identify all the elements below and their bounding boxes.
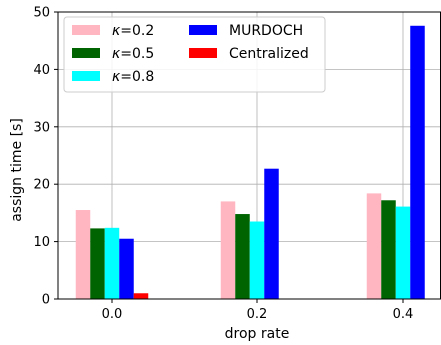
legend-label: Centralized <box>229 46 309 62</box>
x-tick-label: 0.4 <box>393 307 414 322</box>
legend-label-value: =0.2 <box>120 23 154 39</box>
bar-murdoch-2 <box>410 25 425 299</box>
legend-label: κ=0.5 <box>112 46 154 62</box>
y-tick-label: 10 <box>33 235 50 250</box>
bar-group <box>75 25 425 299</box>
legend-label-symbol: κ <box>112 69 121 85</box>
legend-swatch <box>189 25 217 35</box>
legend-label-value: =0.8 <box>120 69 154 85</box>
legend-label: κ=0.8 <box>112 69 154 85</box>
legend-label-symbol: κ <box>112 23 121 39</box>
bar--0-5-0 <box>90 228 105 299</box>
x-tick-label: 0.2 <box>247 307 268 322</box>
y-tick-label: 20 <box>33 178 50 193</box>
legend-swatch <box>72 48 100 58</box>
bar-murdoch-0 <box>119 238 134 299</box>
bar--0-8-2 <box>395 206 411 299</box>
y-tick-label: 0 <box>42 293 50 308</box>
legend-swatch <box>72 25 100 35</box>
legend-label-value: =0.5 <box>120 46 154 62</box>
tick-labels: 0 10 20 30 40 50 0.0 0.2 0.4 <box>33 6 413 323</box>
bar-murdoch-1 <box>264 168 279 299</box>
legend-swatch <box>72 71 100 81</box>
legend-label-value: Centralized <box>229 46 309 62</box>
legend-label: MURDOCH <box>229 23 303 39</box>
legend-label-value: MURDOCH <box>229 23 303 39</box>
bar--0-2-1 <box>220 201 236 299</box>
legend-label: κ=0.2 <box>112 23 154 39</box>
x-tick-label: 0.0 <box>102 307 123 322</box>
bar-centralized-0 <box>133 293 149 299</box>
bar--0-5-2 <box>381 200 396 299</box>
legend-label-symbol: κ <box>112 46 121 62</box>
y-tick-label: 40 <box>33 63 50 78</box>
bar--0-8-0 <box>104 227 120 299</box>
y-tick-label: 30 <box>33 120 50 135</box>
y-tick-label: 50 <box>33 6 50 21</box>
bar--0-2-0 <box>75 210 91 299</box>
x-axis-label: drop rate <box>225 326 290 342</box>
bar--0-8-1 <box>249 221 265 299</box>
y-axis-label: assign time [s] <box>9 118 25 222</box>
legend-swatch <box>189 48 217 58</box>
bar--0-5-1 <box>235 214 250 299</box>
bar--0-2-2 <box>366 193 382 299</box>
